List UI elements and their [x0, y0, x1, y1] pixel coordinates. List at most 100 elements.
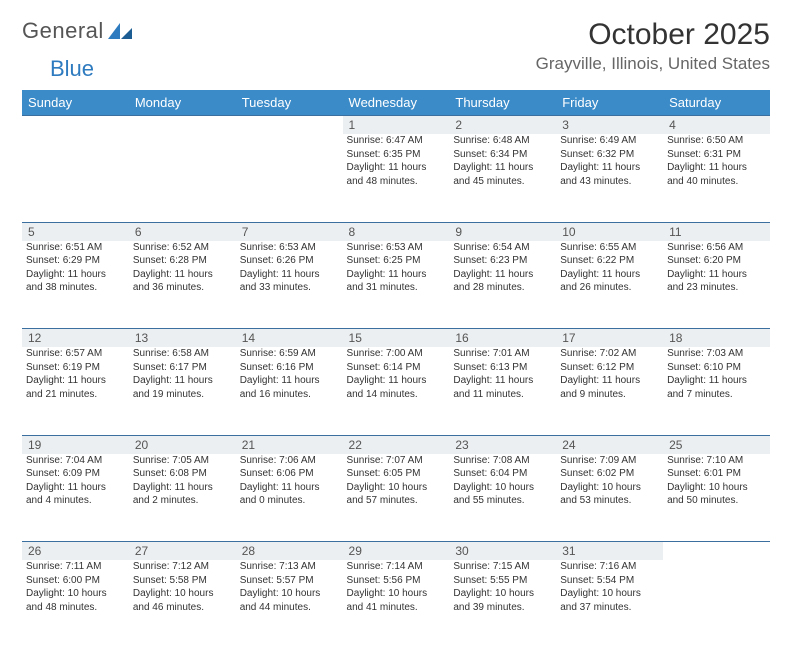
day-cell: Sunrise: 7:06 AMSunset: 6:06 PMDaylight:… — [236, 454, 343, 542]
day-cell: Sunrise: 6:52 AMSunset: 6:28 PMDaylight:… — [129, 241, 236, 329]
day-detail-line: Sunrise: 6:59 AM — [240, 347, 339, 361]
day-detail-line: Sunrise: 7:16 AM — [560, 560, 659, 574]
day-number-cell: 31 — [556, 542, 663, 561]
day-detail-line: Sunset: 6:02 PM — [560, 467, 659, 481]
day-cell: Sunrise: 7:11 AMSunset: 6:00 PMDaylight:… — [22, 560, 129, 648]
day-cell: Sunrise: 7:01 AMSunset: 6:13 PMDaylight:… — [449, 347, 556, 435]
day-number-cell: 16 — [449, 329, 556, 348]
day-detail-line: Sunset: 6:31 PM — [667, 148, 766, 162]
day-detail-line: Sunrise: 6:53 AM — [347, 241, 446, 255]
day-detail-line: and 28 minutes. — [453, 281, 552, 295]
day-detail-line: Sunrise: 7:09 AM — [560, 454, 659, 468]
day-detail-line: and 43 minutes. — [560, 175, 659, 189]
day-number-cell: 10 — [556, 222, 663, 241]
day-detail-line: Daylight: 10 hours — [560, 587, 659, 601]
day-cell: Sunrise: 6:51 AMSunset: 6:29 PMDaylight:… — [22, 241, 129, 329]
day-number-row: 19202122232425 — [22, 435, 770, 454]
day-detail-line: Sunset: 6:14 PM — [347, 361, 446, 375]
day-detail-line: Sunset: 6:08 PM — [133, 467, 232, 481]
day-detail-line: Daylight: 10 hours — [133, 587, 232, 601]
day-cell — [22, 134, 129, 222]
day-detail-line: Daylight: 10 hours — [240, 587, 339, 601]
day-detail-line: Daylight: 11 hours — [453, 268, 552, 282]
day-cell — [663, 560, 770, 648]
day-detail-line: Sunrise: 7:11 AM — [26, 560, 125, 574]
logo-sail-icon — [106, 21, 134, 41]
day-cell: Sunrise: 6:53 AMSunset: 6:25 PMDaylight:… — [343, 241, 450, 329]
day-cell: Sunrise: 7:16 AMSunset: 5:54 PMDaylight:… — [556, 560, 663, 648]
day-detail-line: Daylight: 11 hours — [26, 374, 125, 388]
day-number-cell: 7 — [236, 222, 343, 241]
day-number-cell: 2 — [449, 116, 556, 135]
day-number-cell: 6 — [129, 222, 236, 241]
day-cell: Sunrise: 6:54 AMSunset: 6:23 PMDaylight:… — [449, 241, 556, 329]
day-number-cell: 13 — [129, 329, 236, 348]
day-detail-line: Sunrise: 7:12 AM — [133, 560, 232, 574]
day-detail-line: Sunrise: 6:56 AM — [667, 241, 766, 255]
day-detail-line: Sunset: 5:58 PM — [133, 574, 232, 588]
day-detail-line: Daylight: 11 hours — [560, 161, 659, 175]
day-detail-line: Sunrise: 6:52 AM — [133, 241, 232, 255]
day-cell: Sunrise: 7:15 AMSunset: 5:55 PMDaylight:… — [449, 560, 556, 648]
day-number-cell: 17 — [556, 329, 663, 348]
day-cell: Sunrise: 7:09 AMSunset: 6:02 PMDaylight:… — [556, 454, 663, 542]
day-number-cell: 21 — [236, 435, 343, 454]
day-detail-line: Daylight: 11 hours — [347, 268, 446, 282]
day-detail-line: and 7 minutes. — [667, 388, 766, 402]
day-cell: Sunrise: 6:47 AMSunset: 6:35 PMDaylight:… — [343, 134, 450, 222]
day-cell: Sunrise: 7:00 AMSunset: 6:14 PMDaylight:… — [343, 347, 450, 435]
day-detail-line: Sunset: 5:57 PM — [240, 574, 339, 588]
day-detail-line: Daylight: 11 hours — [560, 268, 659, 282]
day-header: Sunday — [22, 90, 129, 116]
day-detail-line: Daylight: 11 hours — [667, 374, 766, 388]
day-detail-line: Daylight: 11 hours — [26, 481, 125, 495]
day-detail-line: and 55 minutes. — [453, 494, 552, 508]
day-detail-line: Sunset: 6:10 PM — [667, 361, 766, 375]
day-cell: Sunrise: 7:08 AMSunset: 6:04 PMDaylight:… — [449, 454, 556, 542]
day-detail-line: Sunset: 6:17 PM — [133, 361, 232, 375]
day-detail-line: Daylight: 10 hours — [26, 587, 125, 601]
week-row: Sunrise: 6:57 AMSunset: 6:19 PMDaylight:… — [22, 347, 770, 435]
day-detail-line: and 38 minutes. — [26, 281, 125, 295]
day-cell: Sunrise: 6:55 AMSunset: 6:22 PMDaylight:… — [556, 241, 663, 329]
day-detail-line: and 0 minutes. — [240, 494, 339, 508]
day-detail-line: Sunset: 6:16 PM — [240, 361, 339, 375]
day-detail-line: Sunset: 6:28 PM — [133, 254, 232, 268]
day-detail-line: Daylight: 11 hours — [240, 481, 339, 495]
day-detail-line: and 11 minutes. — [453, 388, 552, 402]
day-cell: Sunrise: 7:13 AMSunset: 5:57 PMDaylight:… — [236, 560, 343, 648]
day-cell: Sunrise: 7:14 AMSunset: 5:56 PMDaylight:… — [343, 560, 450, 648]
day-detail-line: and 53 minutes. — [560, 494, 659, 508]
day-detail-line: Sunrise: 7:05 AM — [133, 454, 232, 468]
day-cell: Sunrise: 6:58 AMSunset: 6:17 PMDaylight:… — [129, 347, 236, 435]
day-detail-line: Sunset: 6:13 PM — [453, 361, 552, 375]
day-header: Saturday — [663, 90, 770, 116]
day-detail-line: Sunrise: 7:15 AM — [453, 560, 552, 574]
day-detail-line: and 57 minutes. — [347, 494, 446, 508]
day-detail-line: Sunrise: 7:04 AM — [26, 454, 125, 468]
day-number-cell: 28 — [236, 542, 343, 561]
day-number-cell: 26 — [22, 542, 129, 561]
day-detail-line: Daylight: 10 hours — [347, 587, 446, 601]
day-detail-line: and 36 minutes. — [133, 281, 232, 295]
day-detail-line: Sunset: 6:09 PM — [26, 467, 125, 481]
month-title: October 2025 — [536, 18, 770, 52]
day-detail-line: Daylight: 10 hours — [453, 587, 552, 601]
day-cell: Sunrise: 7:07 AMSunset: 6:05 PMDaylight:… — [343, 454, 450, 542]
day-detail-line: Sunset: 6:12 PM — [560, 361, 659, 375]
day-number-cell: 29 — [343, 542, 450, 561]
day-number-cell: 23 — [449, 435, 556, 454]
day-detail-line: Sunrise: 6:57 AM — [26, 347, 125, 361]
week-row: Sunrise: 6:51 AMSunset: 6:29 PMDaylight:… — [22, 241, 770, 329]
day-detail-line: and 26 minutes. — [560, 281, 659, 295]
day-detail-line: and 21 minutes. — [26, 388, 125, 402]
day-detail-line: Sunrise: 6:58 AM — [133, 347, 232, 361]
week-row: Sunrise: 7:11 AMSunset: 6:00 PMDaylight:… — [22, 560, 770, 648]
day-detail-line: Sunrise: 7:06 AM — [240, 454, 339, 468]
day-detail-line: Sunset: 6:29 PM — [26, 254, 125, 268]
day-number-cell: 22 — [343, 435, 450, 454]
day-detail-line: Sunrise: 6:54 AM — [453, 241, 552, 255]
day-detail-line: Daylight: 10 hours — [560, 481, 659, 495]
day-detail-line: and 50 minutes. — [667, 494, 766, 508]
day-detail-line: Daylight: 11 hours — [667, 161, 766, 175]
